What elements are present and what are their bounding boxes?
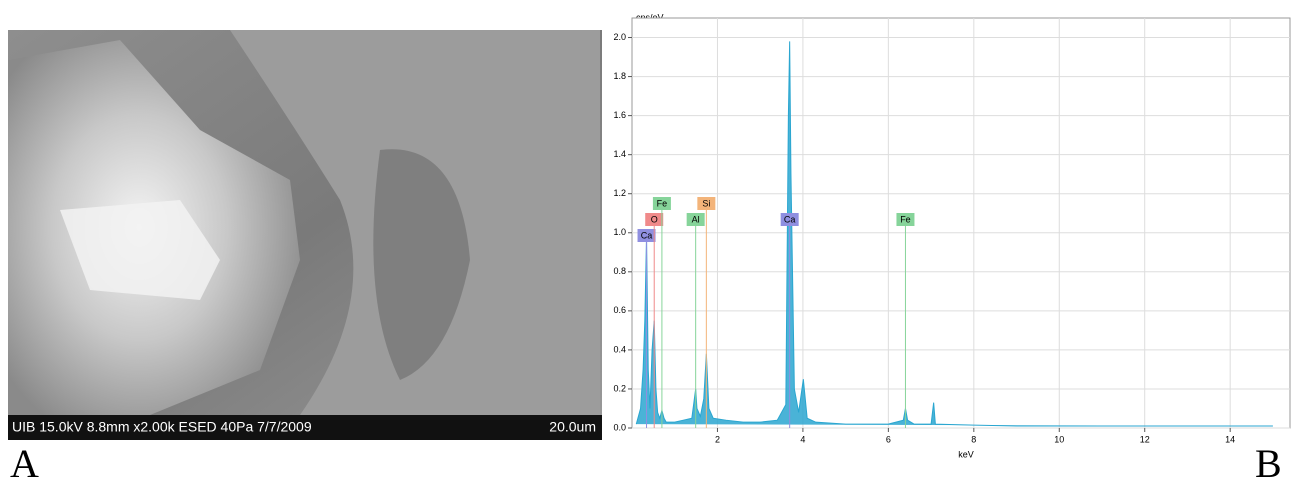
peak-label-box: [780, 213, 799, 226]
peak-label-box: [645, 213, 664, 226]
y-tick-label: 1.8: [613, 71, 626, 81]
y-tick-label: 1.6: [613, 110, 626, 120]
panel-label: A: [10, 441, 39, 485]
peak-label: Fe: [900, 214, 911, 224]
y-tick-label: 0.8: [613, 266, 626, 276]
plot-area: [631, 17, 1291, 429]
caption-bar: [8, 415, 602, 440]
x-tick-label: 12: [1140, 434, 1150, 444]
y-tick-label: 1.4: [613, 149, 626, 159]
y-tick-label: 1.0: [613, 227, 626, 237]
spectrum: [635, 41, 1273, 427]
y-tick-label: 0.4: [613, 344, 626, 354]
peak-label: Al: [692, 214, 700, 224]
peak-label-box: [652, 197, 671, 210]
panel-label: B: [1255, 441, 1282, 485]
peak-label-box: [896, 213, 915, 226]
x-axis-label: keV: [958, 449, 974, 459]
x-tick-label: 8: [971, 434, 976, 444]
peak-label: Ca: [641, 230, 653, 240]
peak-label: Si: [702, 198, 710, 208]
peak-label-box: [686, 213, 705, 226]
y-tick-label: 1.2: [613, 188, 626, 198]
y-tick-label: 0.0: [613, 422, 626, 432]
peak-label-box: [697, 197, 716, 210]
sem-image: UIB 15.0kV 8.8mm x2.00k ESED 40Pa 7/7/20…: [8, 30, 602, 440]
sem-caption: UIB 15.0kV 8.8mm x2.00k ESED 40Pa 7/7/20…: [12, 419, 312, 435]
peak-label-box: [637, 229, 656, 242]
y-axis-label: cps/eV: [636, 12, 664, 22]
x-tick-label: 14: [1225, 434, 1235, 444]
y-tick-label: 0.2: [613, 383, 626, 393]
x-tick-label: 4: [800, 434, 805, 444]
peak-label: Ca: [784, 214, 796, 224]
x-tick-label: 10: [1054, 434, 1064, 444]
peak-label: O: [651, 214, 658, 224]
y-tick-label: 2.0: [613, 32, 626, 42]
sem-scale: 20.0um: [549, 419, 596, 435]
x-tick-label: 2: [715, 434, 720, 444]
y-tick-label: 0.6: [613, 305, 626, 315]
x-tick-label: 6: [886, 434, 891, 444]
peak-label: Fe: [657, 198, 668, 208]
